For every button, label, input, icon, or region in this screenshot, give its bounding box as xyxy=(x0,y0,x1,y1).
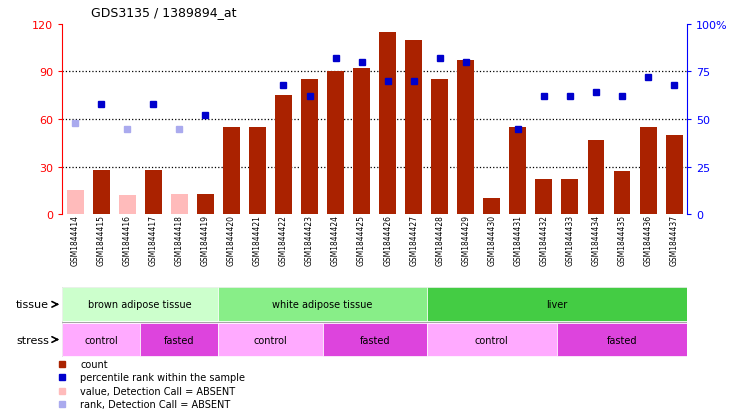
Text: GSM1844420: GSM1844420 xyxy=(227,215,236,266)
Bar xyxy=(67,191,83,215)
Bar xyxy=(62,288,219,321)
Text: GSM1844425: GSM1844425 xyxy=(357,215,366,266)
Bar xyxy=(510,128,526,215)
Text: GSM1844422: GSM1844422 xyxy=(279,215,288,266)
Bar xyxy=(171,194,188,215)
Text: tissue: tissue xyxy=(16,299,49,310)
Bar xyxy=(145,171,162,215)
Bar xyxy=(219,323,322,356)
Bar xyxy=(301,80,318,215)
Bar xyxy=(140,323,219,356)
Text: GSM1844416: GSM1844416 xyxy=(123,215,132,266)
Text: control: control xyxy=(475,335,509,345)
Text: GDS3135 / 1389894_at: GDS3135 / 1389894_at xyxy=(91,6,237,19)
Bar xyxy=(219,288,427,321)
Text: GSM1844433: GSM1844433 xyxy=(566,215,575,266)
Text: GSM1844419: GSM1844419 xyxy=(201,215,210,266)
Bar xyxy=(275,96,292,215)
Text: GSM1844424: GSM1844424 xyxy=(331,215,340,266)
Bar xyxy=(62,323,140,356)
Text: GSM1844436: GSM1844436 xyxy=(643,215,653,266)
Text: GSM1844427: GSM1844427 xyxy=(409,215,418,266)
Bar xyxy=(483,199,500,215)
Text: GSM1844421: GSM1844421 xyxy=(253,215,262,266)
Bar xyxy=(561,180,578,215)
Bar xyxy=(118,196,136,215)
Bar xyxy=(379,33,396,215)
Bar xyxy=(353,69,370,215)
Text: GSM1844430: GSM1844430 xyxy=(488,215,496,266)
Text: GSM1844418: GSM1844418 xyxy=(175,215,183,266)
Bar xyxy=(197,194,214,215)
Text: GSM1844434: GSM1844434 xyxy=(591,215,600,266)
Bar xyxy=(249,128,266,215)
Bar xyxy=(431,80,448,215)
Bar xyxy=(322,323,427,356)
Bar xyxy=(223,128,240,215)
Text: GSM1844414: GSM1844414 xyxy=(71,215,80,266)
Text: GSM1844426: GSM1844426 xyxy=(383,215,392,266)
Text: GSM1844437: GSM1844437 xyxy=(670,215,678,266)
Text: fasted: fasted xyxy=(360,335,390,345)
Bar xyxy=(405,40,423,215)
Text: control: control xyxy=(84,335,118,345)
Text: GSM1844435: GSM1844435 xyxy=(618,215,626,266)
Text: GSM1844428: GSM1844428 xyxy=(435,215,444,266)
Text: count: count xyxy=(80,359,108,369)
Text: control: control xyxy=(254,335,287,345)
Text: GSM1844432: GSM1844432 xyxy=(539,215,548,266)
Text: fasted: fasted xyxy=(164,335,194,345)
Text: liver: liver xyxy=(546,299,567,310)
Text: fasted: fasted xyxy=(607,335,637,345)
Text: GSM1844429: GSM1844429 xyxy=(461,215,470,266)
Text: rank, Detection Call = ABSENT: rank, Detection Call = ABSENT xyxy=(80,399,231,409)
Bar xyxy=(557,323,687,356)
Text: value, Detection Call = ABSENT: value, Detection Call = ABSENT xyxy=(80,386,235,396)
Text: stress: stress xyxy=(16,335,49,345)
Text: GSM1844423: GSM1844423 xyxy=(305,215,314,266)
Bar xyxy=(458,61,474,215)
Text: white adipose tissue: white adipose tissue xyxy=(273,299,373,310)
Text: percentile rank within the sample: percentile rank within the sample xyxy=(80,373,246,382)
Bar xyxy=(535,180,553,215)
Text: GSM1844417: GSM1844417 xyxy=(149,215,158,266)
Bar xyxy=(427,288,687,321)
Bar xyxy=(427,323,557,356)
Bar xyxy=(588,140,605,215)
Bar xyxy=(666,135,683,215)
Text: GSM1844415: GSM1844415 xyxy=(96,215,106,266)
Bar xyxy=(640,128,656,215)
Text: brown adipose tissue: brown adipose tissue xyxy=(88,299,192,310)
Bar xyxy=(327,72,344,215)
Text: GSM1844431: GSM1844431 xyxy=(513,215,523,266)
Bar xyxy=(613,172,631,215)
Bar xyxy=(93,171,110,215)
